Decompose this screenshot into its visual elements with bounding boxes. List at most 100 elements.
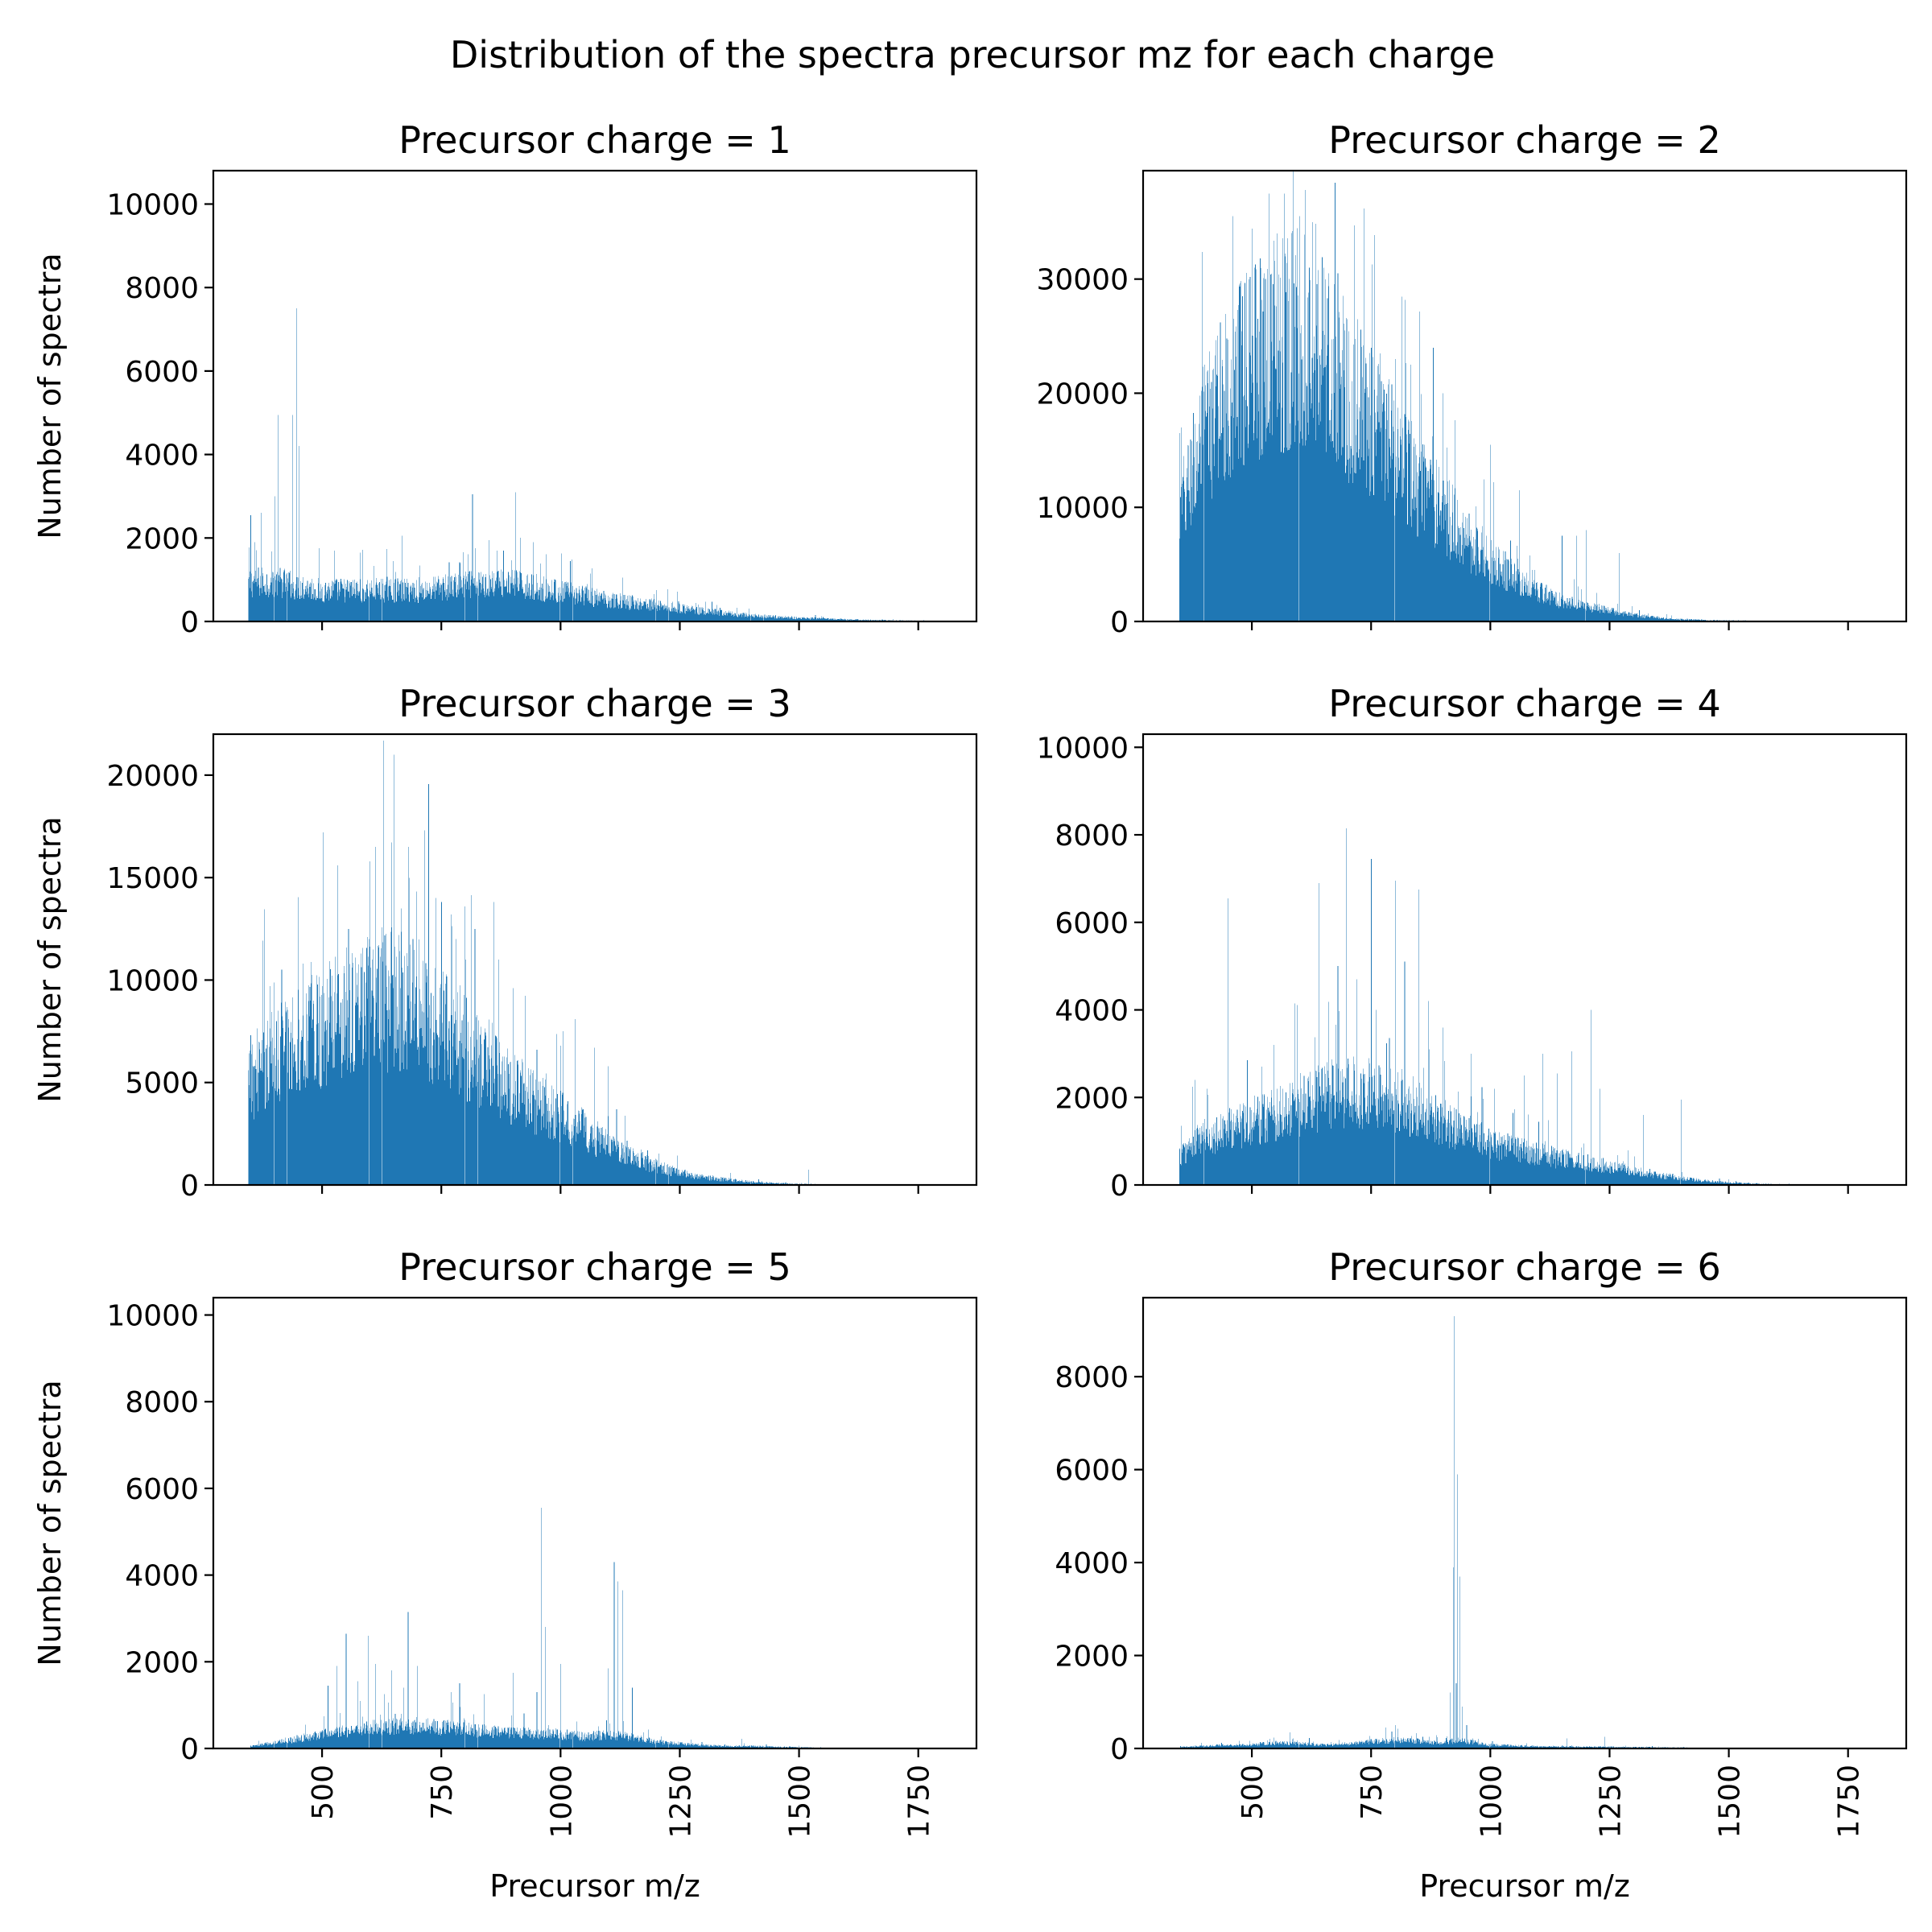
histogram-bar xyxy=(758,1182,760,1185)
histogram-bar xyxy=(1274,305,1275,621)
histogram-bar xyxy=(1237,1122,1239,1185)
histogram-bar xyxy=(297,597,298,621)
histogram-bar xyxy=(1557,603,1558,621)
histogram-bar xyxy=(632,1161,633,1185)
histogram-bar xyxy=(462,593,463,621)
histogram-bar xyxy=(1481,1087,1483,1185)
histogram-bar xyxy=(430,1067,431,1185)
histogram-bar xyxy=(378,583,379,621)
histogram-bar xyxy=(1511,558,1512,621)
histogram-bar xyxy=(1208,1143,1209,1185)
histogram-bar xyxy=(1377,1097,1378,1185)
histogram-bar xyxy=(416,580,417,621)
histogram-bar xyxy=(361,1017,362,1185)
histogram-bar xyxy=(308,597,310,621)
histogram-bar xyxy=(446,594,447,621)
histogram-bar xyxy=(1437,1106,1439,1185)
histogram-bar xyxy=(1506,1150,1508,1185)
histogram-bar xyxy=(1269,432,1271,621)
histogram-bar xyxy=(738,1180,739,1185)
histogram-bar xyxy=(1418,890,1420,1185)
histogram-bar xyxy=(1454,1108,1455,1185)
histogram-bar xyxy=(452,589,454,621)
histogram-bar xyxy=(328,1055,329,1185)
histogram-bar xyxy=(1233,318,1235,621)
histogram-bar xyxy=(1565,604,1567,621)
histogram-bar xyxy=(1248,1141,1249,1185)
histogram-bar xyxy=(1208,464,1209,621)
histogram-bar xyxy=(1208,1129,1210,1185)
histogram-bar xyxy=(266,1020,268,1185)
histogram-bar xyxy=(689,1174,691,1185)
histogram-bar xyxy=(1294,327,1295,621)
histogram-bar xyxy=(1212,369,1214,621)
histogram-bar xyxy=(1351,448,1352,621)
histogram-bar xyxy=(1311,357,1313,621)
histogram-bar xyxy=(271,1086,273,1185)
histogram-bar xyxy=(1311,389,1312,621)
histogram-bar xyxy=(1382,1094,1384,1185)
histogram-bar xyxy=(409,877,411,1185)
histogram-bar xyxy=(643,1164,645,1185)
histogram-bar xyxy=(379,1048,380,1185)
histogram-bar xyxy=(1526,572,1527,621)
histogram-bar xyxy=(437,1034,439,1185)
histogram-bar xyxy=(809,618,811,621)
histogram-bar xyxy=(502,597,504,621)
histogram-bar xyxy=(320,1086,321,1185)
histogram-bar xyxy=(1290,1133,1291,1185)
histogram-bar xyxy=(1249,276,1251,621)
histogram-bar xyxy=(1236,417,1238,621)
histogram-bar xyxy=(616,1151,617,1185)
histogram-bar xyxy=(1199,443,1200,621)
histogram-bar xyxy=(586,1146,587,1185)
histogram-bar xyxy=(593,604,595,621)
histogram-bar xyxy=(1327,1078,1329,1185)
histogram-bar xyxy=(1584,603,1585,621)
histogram-bar xyxy=(537,1115,538,1185)
histogram-bar xyxy=(712,1175,713,1185)
histogram-bar xyxy=(1576,609,1578,621)
histogram-bar xyxy=(341,1063,342,1185)
histogram-bar xyxy=(405,1021,407,1185)
histogram-bar xyxy=(1407,1104,1408,1185)
histogram-bar xyxy=(653,1166,654,1185)
histogram-bar xyxy=(317,597,318,621)
histogram-bar xyxy=(1266,360,1268,621)
histogram-bar xyxy=(1181,1125,1182,1185)
histogram-bar xyxy=(1414,447,1415,621)
histogram-bar xyxy=(487,588,488,621)
histogram-bar xyxy=(429,1081,430,1185)
histogram-bar xyxy=(559,587,560,621)
histogram-bar xyxy=(590,603,592,621)
histogram-bar xyxy=(353,594,354,621)
histogram-bar xyxy=(376,977,378,1185)
histogram-bar xyxy=(794,618,795,621)
histogram-bar xyxy=(1232,1146,1233,1185)
histogram-bar xyxy=(423,588,424,621)
histogram-bar xyxy=(1211,479,1212,621)
histogram-bar xyxy=(560,592,561,621)
histogram-bar xyxy=(1203,1132,1204,1185)
histogram-bar xyxy=(1520,580,1521,621)
histogram-bar xyxy=(505,586,506,621)
histogram-bar xyxy=(1327,1092,1328,1185)
histogram-bar xyxy=(354,1060,355,1185)
histogram-bar xyxy=(573,592,575,621)
histogram-bar xyxy=(1488,1128,1490,1185)
histogram-bar xyxy=(470,1081,471,1185)
histogram-bar xyxy=(1338,459,1339,621)
histogram-bar xyxy=(1356,452,1357,621)
histogram-bar xyxy=(420,593,422,621)
histogram-bar xyxy=(572,1137,573,1185)
histogram-bar xyxy=(786,1182,787,1185)
histogram-bar xyxy=(518,591,519,621)
histogram-bar xyxy=(266,1045,267,1185)
histogram-bar xyxy=(353,588,355,621)
histogram-bar xyxy=(1270,1115,1271,1185)
histogram-bar xyxy=(488,595,489,621)
histogram-bar xyxy=(1198,472,1199,621)
histogram-bar xyxy=(384,602,385,621)
histogram-bar xyxy=(1396,456,1397,621)
histogram-bar xyxy=(1599,607,1600,621)
